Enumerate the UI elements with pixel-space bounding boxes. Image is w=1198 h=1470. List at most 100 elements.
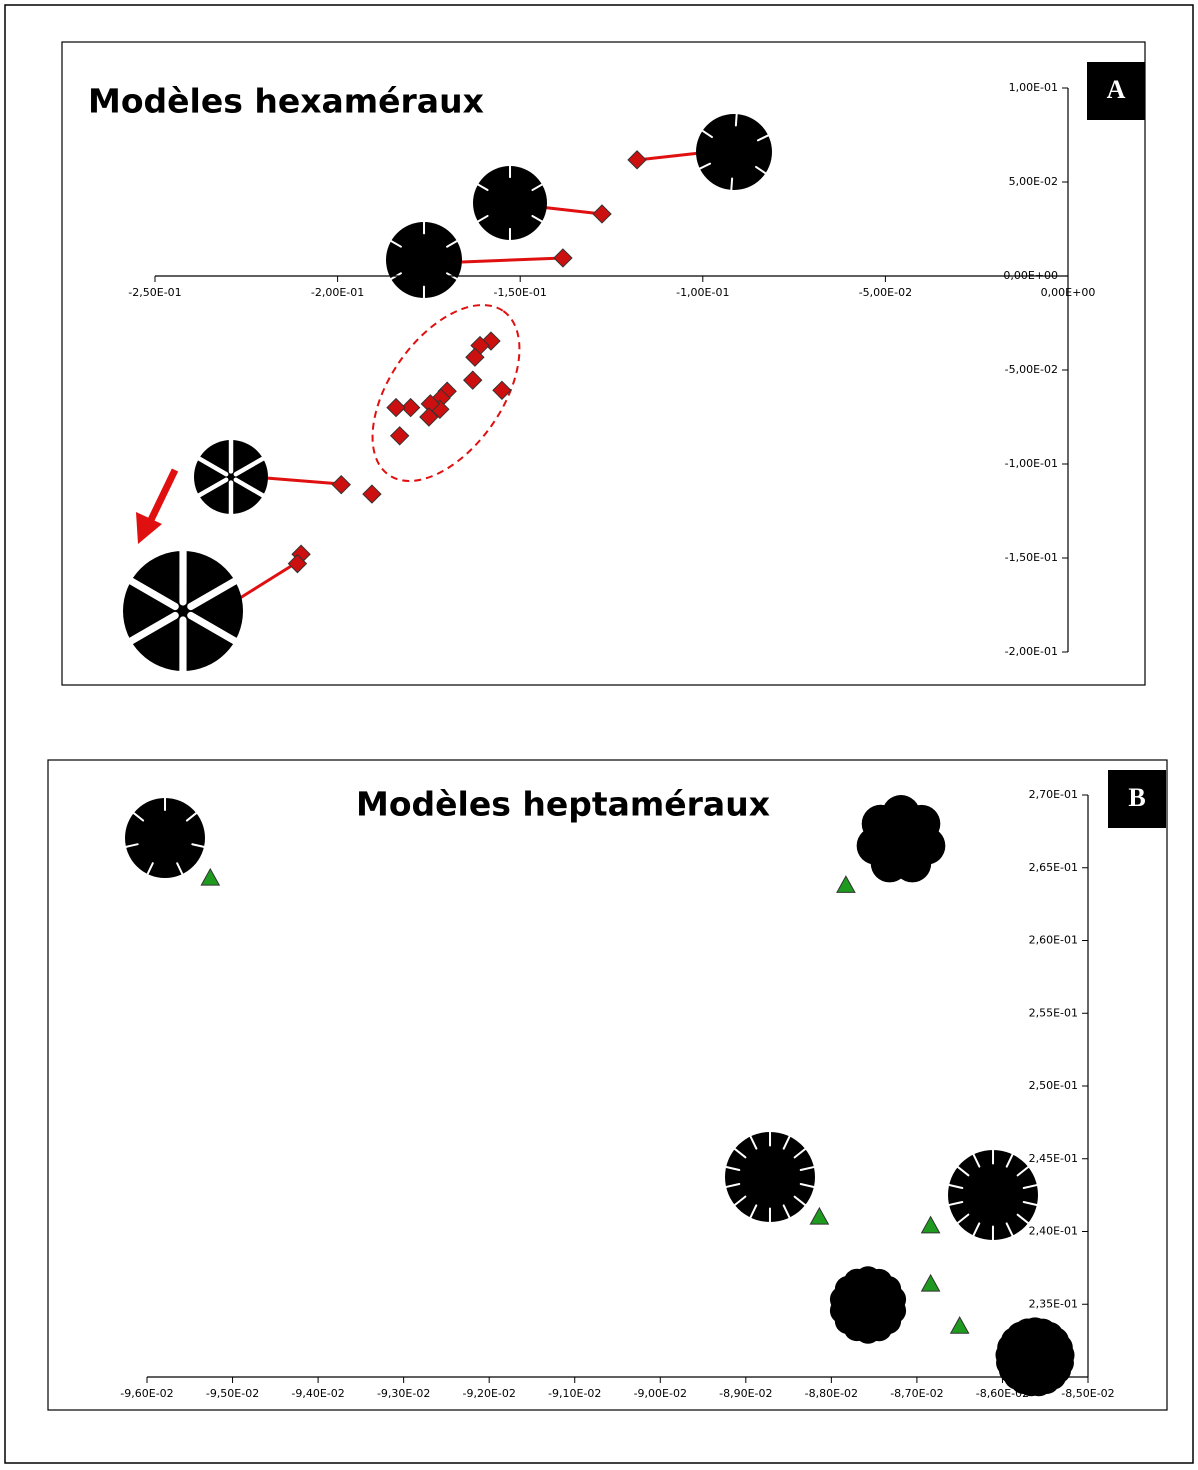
glyph-slit bbox=[126, 611, 179, 646]
connector bbox=[265, 476, 342, 486]
glyph-slit bbox=[233, 455, 267, 477]
model-glyph bbox=[724, 1130, 816, 1224]
x-tick-label: -8,80E-02 bbox=[805, 1387, 858, 1400]
glyph-slit bbox=[146, 862, 154, 876]
glyph-slit bbox=[700, 129, 713, 139]
glyph-slit bbox=[697, 162, 712, 171]
data-point bbox=[592, 204, 612, 224]
x-tick-label: -9,10E-02 bbox=[548, 1387, 601, 1400]
glyph-slit bbox=[187, 611, 240, 646]
glyph-slit bbox=[793, 1195, 807, 1207]
glyph-slit bbox=[1016, 1213, 1030, 1225]
data-point bbox=[463, 370, 483, 390]
y-tick-label: -5,00E-02 bbox=[1005, 363, 1058, 376]
glyph-slit bbox=[389, 239, 402, 248]
data-point bbox=[465, 347, 485, 367]
connector bbox=[539, 205, 603, 216]
panel-box bbox=[1087, 62, 1145, 120]
data-point bbox=[331, 474, 351, 495]
glyph-slit bbox=[782, 1134, 791, 1150]
x-tick-label: -2,00E-01 bbox=[311, 286, 364, 299]
glyph-slit bbox=[947, 1200, 964, 1207]
model-glyph bbox=[386, 220, 462, 300]
glyph-slit bbox=[724, 1165, 741, 1171]
glyph-slit bbox=[1022, 1201, 1039, 1207]
connector bbox=[461, 256, 564, 264]
glyph-part bbox=[843, 1268, 871, 1296]
glyph-slit bbox=[956, 1213, 970, 1225]
x-tick-label: -9,60E-02 bbox=[120, 1387, 173, 1400]
glyph-slit bbox=[131, 811, 145, 822]
y-tick-label: 2,35E-01 bbox=[1029, 1297, 1078, 1310]
x-tick-label: -9,20E-02 bbox=[462, 1387, 515, 1400]
x-tick-label: -2,50E-01 bbox=[128, 286, 181, 299]
y-tick-label: 2,45E-01 bbox=[1029, 1152, 1078, 1165]
glyph-slit bbox=[755, 165, 768, 175]
x-tick-label: -9,40E-02 bbox=[291, 1387, 344, 1400]
glyph-part bbox=[194, 440, 268, 514]
y-tick-label: 0,00E+00 bbox=[1003, 269, 1058, 282]
glyph-slit bbox=[1005, 1222, 1014, 1238]
x-tick-label: -9,00E-02 bbox=[634, 1387, 687, 1400]
glyph-slit bbox=[176, 862, 184, 876]
glyph-slit bbox=[956, 1165, 970, 1177]
glyph-slit bbox=[1005, 1152, 1014, 1168]
glyph-slit bbox=[734, 112, 738, 127]
glyph-slit bbox=[730, 177, 734, 192]
glyph-slit bbox=[733, 1195, 747, 1207]
data-point bbox=[362, 484, 382, 504]
glyph-slit bbox=[233, 477, 267, 499]
connector bbox=[636, 151, 701, 162]
glyph-part bbox=[386, 222, 462, 298]
glyph-slit bbox=[749, 1134, 758, 1150]
glyph-slit bbox=[531, 183, 544, 192]
data-point bbox=[949, 1316, 970, 1334]
y-tick-label: 2,40E-01 bbox=[1029, 1225, 1078, 1238]
x-tick-label: -8,50E-02 bbox=[1061, 1387, 1114, 1400]
chart-title: Modèles hexaméraux bbox=[88, 82, 484, 121]
x-tick-label: -8,90E-02 bbox=[719, 1387, 772, 1400]
data-point bbox=[287, 553, 308, 574]
x-tick-label: -1,00E-01 bbox=[676, 286, 729, 299]
glyph-slit bbox=[782, 1204, 791, 1220]
data-point bbox=[492, 380, 512, 401]
glyph-slit bbox=[972, 1152, 981, 1168]
data-point bbox=[920, 1215, 941, 1234]
data-point bbox=[836, 875, 856, 893]
data-point bbox=[809, 1206, 830, 1225]
glyph-slit bbox=[799, 1165, 816, 1172]
connector bbox=[239, 561, 297, 600]
model-glyph bbox=[696, 112, 772, 192]
data-point bbox=[419, 407, 439, 427]
glyph-slit bbox=[972, 1222, 981, 1238]
glyph-part bbox=[123, 551, 243, 671]
x-tick-label: -9,50E-02 bbox=[206, 1387, 259, 1400]
data-point bbox=[389, 426, 410, 446]
chart-frame bbox=[47, 759, 1168, 1411]
panel-label: A bbox=[1107, 75, 1126, 104]
glyph-slit bbox=[733, 1147, 747, 1159]
glyph-slit bbox=[799, 1183, 816, 1189]
panel-box bbox=[1108, 770, 1166, 828]
glyph-slit bbox=[724, 1182, 741, 1189]
x-tick-label: -9,30E-02 bbox=[377, 1387, 430, 1400]
glyph-slit bbox=[476, 214, 489, 223]
data-point bbox=[386, 397, 406, 418]
glyph-slit bbox=[749, 1204, 758, 1220]
glyph-slit bbox=[126, 576, 179, 611]
y-tick-label: 2,50E-01 bbox=[1029, 1079, 1078, 1092]
model-glyph bbox=[194, 436, 268, 518]
x-tick-label: -1,50E-01 bbox=[494, 286, 547, 299]
model-glyph bbox=[856, 795, 946, 883]
x-tick-label: 0,00E+00 bbox=[1041, 286, 1096, 299]
glyph-slit bbox=[187, 576, 240, 611]
model-glyph bbox=[124, 796, 206, 878]
glyph-slit bbox=[185, 811, 199, 822]
data-point bbox=[920, 1273, 941, 1292]
y-tick-label: 2,55E-01 bbox=[1029, 1006, 1078, 1019]
glyph-slit bbox=[446, 239, 459, 248]
x-tick-label: -5,00E-02 bbox=[859, 286, 912, 299]
glyph-part bbox=[861, 804, 900, 843]
model-glyph bbox=[829, 1266, 907, 1344]
